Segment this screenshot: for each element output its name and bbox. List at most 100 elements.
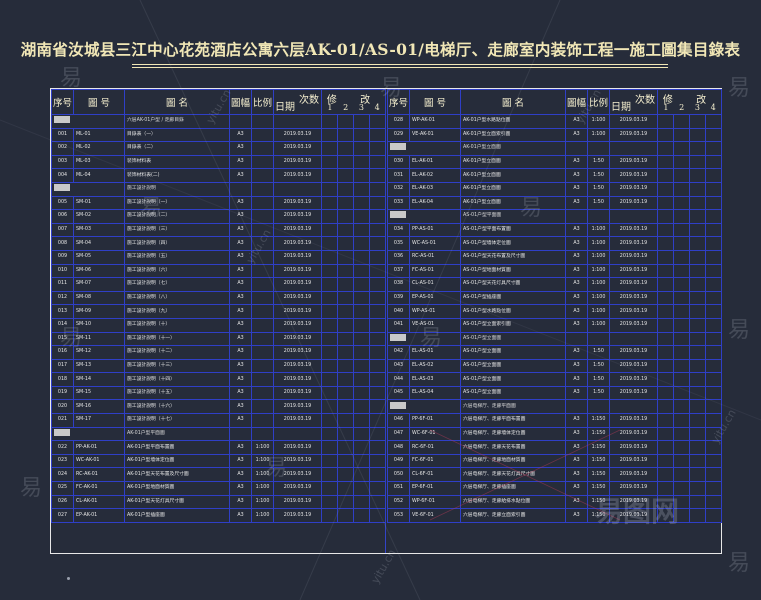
rev-2: 2	[343, 103, 349, 112]
rev-4: 4	[710, 103, 716, 112]
col-date-label: 日期	[275, 102, 295, 113]
left-body: 六层AK-01户型 / 走廊目錄 001 ML-01 目錄表（一） A3 2019.03.…	[51, 114, 386, 523]
col-version: 次数	[635, 95, 655, 106]
section-row: AS-01户型立面圖	[387, 331, 722, 347]
revision-label: 修 改	[326, 95, 381, 106]
table-row: 023 WC-AK-01 AK-01户型墙体定位圖 A3 1:100 2019.03.19	[51, 453, 386, 469]
col-no: 序号	[387, 89, 410, 115]
table-row: 045 EL-AS-04 AS-01户型立面圖 A3 1:50 2019.03.19	[387, 385, 722, 401]
table-row: 028 WP-AK-01 AK-01户型水路點位圖 A3 1:100 2019.03.19	[387, 114, 722, 129]
watermark-char: 易	[20, 476, 43, 501]
watermark-char: 易	[728, 318, 751, 343]
revision-cell	[705, 508, 722, 523]
section-bar	[390, 333, 406, 341]
title-underline-2	[132, 67, 668, 68]
watermark-char: 易	[728, 76, 751, 101]
table-row: 039 EP-AS-01 AS-01户型插座圖 A3 1:100 2019.03.19	[387, 290, 722, 306]
table-row: 009 SM-05 施工設計說明（五） A3 2019.03.19	[51, 249, 386, 265]
section-row: AK-01户型平面圖	[51, 426, 386, 442]
section-bar	[390, 211, 406, 219]
table-row: 017 SM-13 施工設計說明（十三） A3 2019.03.19	[51, 358, 386, 374]
table-row: 030 EL-AK-01 AK-01户型立面圖 A3 1:50 2019.03.19	[387, 154, 722, 170]
rev-1: 1	[663, 103, 669, 112]
table-row: 043 EL-AS-02 AS-01户型立面圖 A3 1:50 2019.03.19	[387, 358, 722, 374]
sheet-title: 湖南省汝城县三江中心花苑酒店公寓六层AK-01/AS-01/电梯厅、走廊室内装饰…	[20, 40, 741, 59]
section-row: 六层电梯厅、走廊平面圖	[387, 399, 722, 415]
table-row: 020 SM-16 施工設計說明（十六） A3 2019.03.19	[51, 399, 386, 415]
section-row: AS-01户型平面圖	[387, 209, 722, 224]
cell-no: 053	[387, 508, 410, 523]
col-code: 圖 号	[73, 89, 125, 115]
rev-2: 2	[679, 103, 685, 112]
rev-1: 1	[327, 103, 333, 112]
section-bar	[390, 401, 406, 409]
table-row: 050 CL-6F-01 六层电梯厅、走廊天花灯具尺寸圖 A3 1:150 2019.03…	[387, 467, 722, 483]
col-name: 圖 名	[460, 89, 566, 115]
table-row: 035 WC-AS-01 AS-01户型墙体定位圖 A3 1:100 2019.03.19	[387, 236, 722, 251]
table-row: 049FC-6F-01六层电梯厅、走廊地面材質圖A31:1502019.03.1…	[387, 453, 722, 469]
cell-name: 六层电梯厅、走廊立面索引圖	[460, 508, 566, 523]
col-size: 圖幅	[565, 89, 588, 115]
revision-cell	[369, 508, 386, 523]
title-underline	[132, 64, 668, 65]
watermark-char: 易	[520, 196, 543, 221]
section-bar	[54, 428, 70, 436]
col-date: 次数 日期	[273, 89, 322, 115]
table-row: 029 VE-AK-01 AK-01户型立面索引圖 A3 1:100 2019.03.19	[387, 127, 722, 143]
cell-name: AK-01户型插座圖	[124, 508, 230, 523]
table-row: 042 EL-AS-01 AS-01户型立面圖 A3 1:50 2019.03.19	[387, 345, 722, 360]
section-row: 施工設計說明	[51, 181, 386, 197]
table-row: 001 ML-01 目錄表（一） A3 2019.03.19	[51, 127, 386, 143]
table-row: 051 EP-6F-01 六层电梯厅、走廊插座圖 A3 1:150 2019.03.19	[387, 481, 722, 496]
col-size: 圖幅	[229, 89, 252, 115]
right-body: 028 WP-AK-01 AK-01户型水路點位圖 A3 1:100 2019.03.19…	[387, 114, 722, 523]
table-row: 026 CL-AK-01 AK-01户型天花灯具尺寸圖 A3 1:100 2019.03.…	[51, 494, 386, 510]
col-code: 圖 号	[409, 89, 461, 115]
table-row: 038 CL-AS-01 AS-01户型天花灯具尺寸圖 A3 1:100 2019.03.…	[387, 277, 722, 292]
table-row: 036 RC-AS-01 AS-01户型天花布置及尺寸圖 A3 1:100 2019.03…	[387, 249, 722, 265]
watermark-char: 易	[420, 326, 443, 351]
section-bar	[390, 143, 406, 151]
table-row: 025 FC-AK-01 AK-01户型地面材質圖 A3 1:100 2019.03.19	[51, 481, 386, 496]
col-date: 次数 日期	[609, 89, 658, 115]
watermark-char: 易	[60, 326, 83, 351]
rev-3: 3	[694, 103, 700, 112]
section-row: 六层AK-01户型 / 走廊目錄	[51, 114, 386, 129]
table-row: 027 EP-AK-01 AK-01户型插座圖 A3 1:100 2019.03.19	[51, 508, 386, 523]
table-row: 048 RC-6F-01 六层电梯厅、走廊天花布置圖 A3 1:150 2019.03.1…	[387, 440, 722, 455]
section-row: AK-01户型立面圖	[387, 141, 722, 156]
cell-size: A3	[565, 508, 588, 523]
stray-dot	[67, 577, 70, 580]
table-row: 047 WC-6F-01 六层电梯厅、走廊墙体定位圖 A3 1:150 2019.03.1…	[387, 426, 722, 442]
watermark-char: 易	[140, 196, 163, 221]
table-row: 007 SM-03 施工設計說明（三） A3 2019.03.19	[51, 222, 386, 238]
table-row: 003 ML-03 装饰材料表 A3 2019.03.19	[51, 154, 386, 170]
section-bar	[54, 184, 70, 192]
watermark-char: 易	[60, 66, 83, 91]
rev-4: 4	[374, 103, 380, 112]
table-row: 040 WP-AS-01 AS-01户型水路點位圖 A3 1:100 2019.03.19	[387, 304, 722, 319]
col-version: 次数	[299, 95, 319, 106]
revision-label: 修 改	[662, 95, 717, 106]
cell-scale: 1:150	[587, 508, 610, 523]
watermark-char: 易	[728, 551, 751, 576]
table-row: 053 VE-6F-01 六层电梯厅、走廊立面索引圖 A3 1:150 2019.03.1…	[387, 508, 722, 523]
watermark-logo: 易图网	[595, 495, 680, 528]
table-row: 012 SM-08 施工設計說明（八） A3 2019.03.19	[51, 290, 386, 306]
rev-3: 3	[358, 103, 364, 112]
section-bar	[54, 116, 70, 124]
watermark-char: 易	[380, 76, 403, 101]
